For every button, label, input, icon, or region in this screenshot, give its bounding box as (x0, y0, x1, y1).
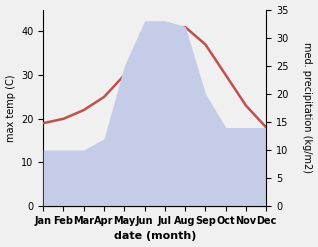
Y-axis label: max temp (C): max temp (C) (5, 74, 16, 142)
Y-axis label: med. precipitation (kg/m2): med. precipitation (kg/m2) (302, 42, 313, 173)
X-axis label: date (month): date (month) (114, 231, 196, 242)
